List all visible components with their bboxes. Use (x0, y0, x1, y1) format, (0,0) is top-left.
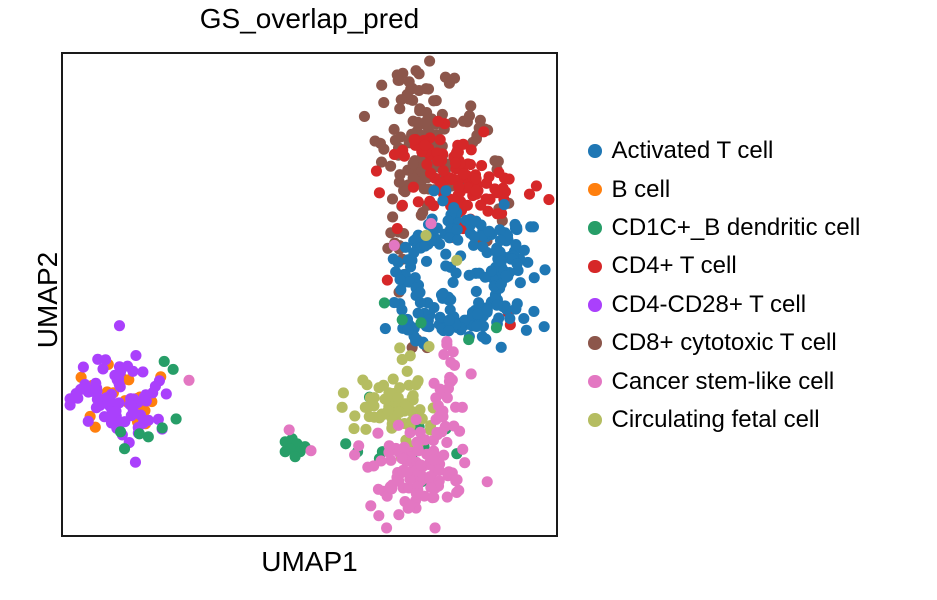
legend-swatch-icon (588, 221, 602, 235)
legend-item: B cell (588, 170, 860, 208)
legend-swatch-icon (588, 374, 602, 389)
legend-item: CD4-CD28+ T cell (588, 286, 860, 324)
legend-swatch-icon (588, 413, 602, 427)
scatter-points (64, 55, 555, 534)
legend-item: CD8+ cytotoxic T cell (588, 324, 860, 362)
legend: Activated T cell B cell CD1C+_B dendritic … (588, 132, 860, 439)
legend-item: CD4+ T cell (588, 247, 860, 285)
legend-label: Circulating fetal cell (611, 405, 820, 433)
legend-label: CD4-CD28+ T cell (611, 290, 807, 318)
legend-swatch-icon (588, 144, 602, 158)
legend-item: Cancer stem-like cell (588, 362, 860, 400)
legend-item: CD1C+_B dendritic cell (588, 209, 860, 247)
x-axis-label: UMAP1 (261, 546, 358, 577)
legend-label: CD4+ T cell (611, 252, 737, 280)
legend-label: CD8+ cytotoxic T cell (611, 329, 837, 357)
legend-swatch-icon (588, 182, 602, 197)
legend-swatch-icon (588, 336, 602, 350)
plot-area (61, 52, 558, 537)
legend-swatch-icon (588, 298, 602, 312)
legend-swatch-icon (588, 259, 602, 274)
y-axis-label: UMAP2 (32, 251, 63, 349)
legend-label: B cell (611, 175, 671, 203)
legend-label: Activated T cell (611, 137, 774, 165)
legend-label: Cancer stem-like cell (611, 367, 835, 395)
legend-label: CD1C+_B dendritic cell (611, 213, 861, 241)
legend-item: Circulating fetal cell (588, 401, 860, 439)
plot-title: GS_overlap_pred (199, 3, 420, 34)
legend-item: Activated T cell (588, 132, 860, 170)
umap-scatter-svg (64, 55, 555, 534)
